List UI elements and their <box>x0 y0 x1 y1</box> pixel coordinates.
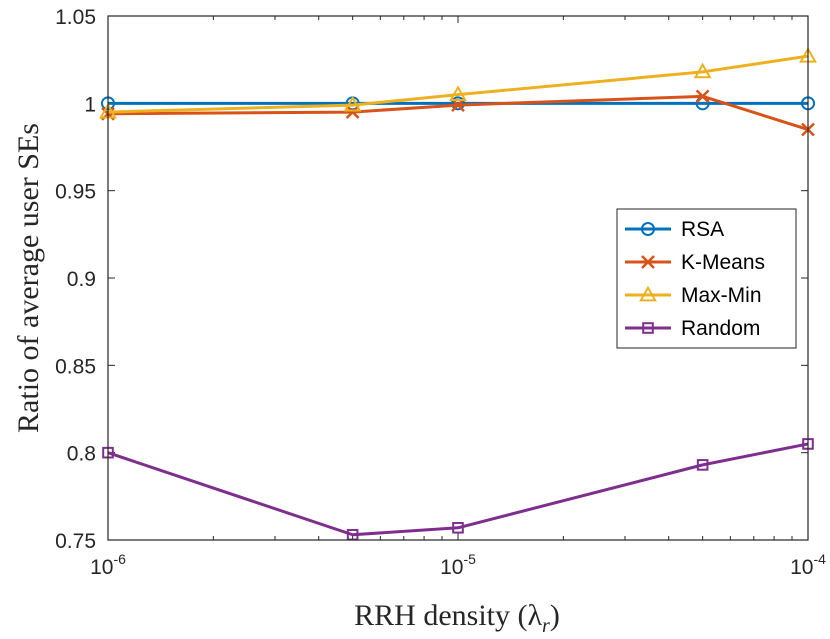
triangle-marker <box>693 62 712 79</box>
x-tick-label: 10-5 <box>440 551 476 579</box>
x-tick-base: 10 <box>440 556 463 579</box>
series-layer <box>99 46 817 541</box>
x-tick-label: 10-6 <box>90 551 126 579</box>
y-axis-label: Ratio of average user SEs <box>12 123 45 433</box>
y-tick-label: 0.95 <box>55 181 96 204</box>
legend-item: Random <box>625 317 760 340</box>
x-marker <box>451 98 465 112</box>
series-line <box>107 54 809 114</box>
x-tick-base: 10 <box>90 556 113 579</box>
x-tick-exponent: -4 <box>813 551 826 567</box>
y-tick-label: 0.85 <box>55 355 96 378</box>
series-line <box>107 442 809 537</box>
legend-item: Max-Min <box>625 284 762 307</box>
x-tick-exponent: -6 <box>113 551 126 567</box>
series-random <box>102 438 814 541</box>
circle-marker <box>641 222 655 236</box>
x-tick-exponent: -5 <box>463 551 476 567</box>
legend-box <box>616 208 797 349</box>
y-tick-label: 0.75 <box>55 530 96 553</box>
plot-frame <box>107 15 809 541</box>
x-marker <box>641 255 655 269</box>
legend-item: RSA <box>625 218 724 241</box>
legend-label: Max-Min <box>681 284 762 307</box>
x-marker <box>695 89 710 104</box>
legend-label: RSA <box>681 218 724 241</box>
x-tick-base: 10 <box>790 556 813 579</box>
triangle-marker <box>639 285 657 302</box>
triangle-marker <box>449 85 467 101</box>
circle-marker <box>451 96 465 111</box>
x-tick-label: 10-4 <box>790 551 826 579</box>
triangle-marker <box>343 95 362 112</box>
x-marker <box>345 105 360 119</box>
y-tick-label: 0.9 <box>67 268 96 291</box>
x-tick-labels: 10-6 10-5 10-4 <box>90 551 826 579</box>
square-marker <box>452 521 464 534</box>
y-tick-label: 1 <box>84 93 96 116</box>
y-tick-labels: 0.75 0.8 0.85 0.9 0.95 1 1.05 <box>55 6 96 553</box>
x-axis-label: RRH density (λr) <box>354 599 560 637</box>
legend-label: Random <box>681 317 760 340</box>
legend: RSA K-Means Max-Min Random <box>616 208 797 349</box>
y-tick-label: 0.8 <box>67 443 96 466</box>
x-axis-label-main: RRH density (λ <box>354 599 542 632</box>
x-axis-label-close: ) <box>550 599 560 632</box>
x-axis-label-sub: r <box>542 615 550 637</box>
legend-item: K-Means <box>625 251 765 274</box>
legend-label: K-Means <box>681 251 765 274</box>
y-tick-label: 1.05 <box>55 6 96 29</box>
square-marker <box>642 322 654 334</box>
square-marker <box>696 459 709 471</box>
